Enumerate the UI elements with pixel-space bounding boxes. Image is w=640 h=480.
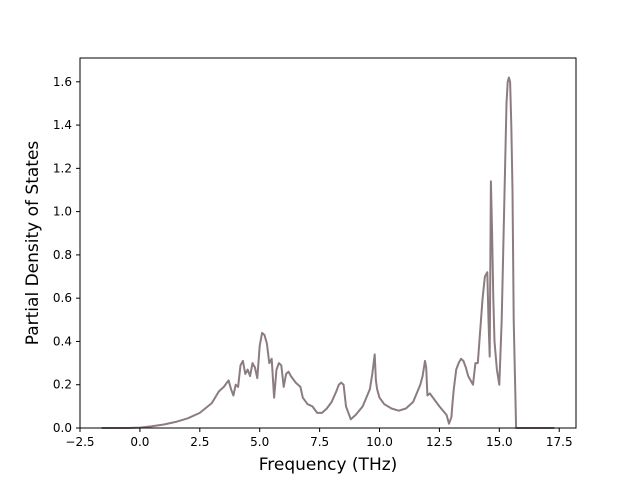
y-tick-label: 1.2 — [53, 161, 72, 175]
x-tick-label: 7.5 — [310, 435, 329, 449]
x-axis: −2.5 0.0 2.5 5.0 7.5 10.0 12.5 15.0 17.5 — [65, 428, 573, 449]
plot-frame — [79, 57, 577, 429]
y-tick-label: 1.0 — [53, 205, 72, 219]
x-tick-label: 15.0 — [486, 435, 513, 449]
y-tick-label: 0.2 — [53, 378, 72, 392]
y-tick-label: 1.4 — [53, 118, 72, 132]
y-axis-label: Partial Density of States — [23, 141, 43, 346]
x-tick-label: 10.0 — [366, 435, 393, 449]
series-layer — [101, 76, 555, 429]
plot-area — [80, 58, 576, 428]
y-tick-label: 0.4 — [53, 334, 72, 348]
y-axis: 0.0 0.2 0.4 0.6 0.8 1.0 1.2 1.4 1.6 — [53, 75, 80, 435]
pdos-series-line — [101, 76, 555, 429]
x-tick-label: 17.5 — [546, 435, 573, 449]
x-tick-label: −2.5 — [65, 435, 94, 449]
y-tick-label: 0.6 — [53, 291, 72, 305]
y-tick-label: 0.0 — [53, 421, 72, 435]
x-tick-label: 2.5 — [190, 435, 209, 449]
x-tick-label: 5.0 — [250, 435, 269, 449]
x-axis-label: Frequency (THz) — [259, 455, 398, 475]
x-tick-label: 0.0 — [130, 435, 149, 449]
x-tick-label: 12.5 — [426, 435, 453, 449]
y-tick-label: 1.6 — [53, 75, 72, 89]
y-tick-label: 0.8 — [53, 248, 72, 262]
